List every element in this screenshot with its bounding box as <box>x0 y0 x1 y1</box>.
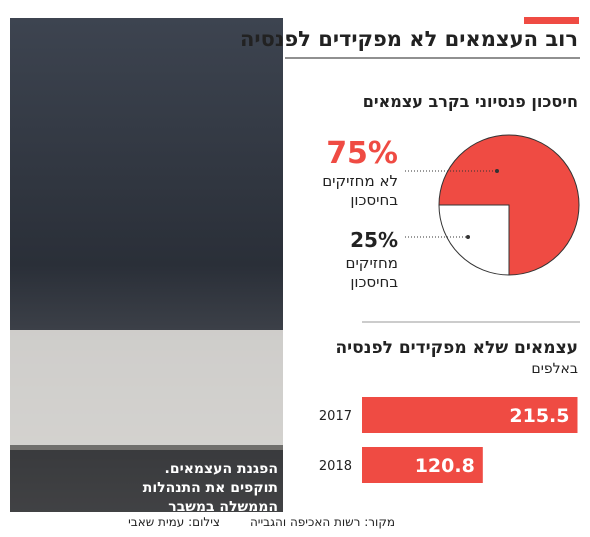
title: רוב העצמאים לא מפקידים לפנסיה <box>239 27 578 51</box>
value-label: 75% <box>326 136 398 171</box>
bar <box>362 397 578 433</box>
pie-title: חיסכון פנסיוני בקרב עצמאים <box>362 92 578 111</box>
pie-label: מחזיקים בחיסכון <box>345 254 399 291</box>
photo-shade <box>10 445 283 512</box>
leader-dot <box>495 169 499 173</box>
accent-bar <box>524 17 579 24</box>
photo-sign <box>10 330 283 450</box>
bar <box>362 447 483 483</box>
category-label: 2018 <box>319 459 352 474</box>
photo-caption: הפגנת העצמאים. תוקפים את התנהלות הממשלה … <box>142 461 278 534</box>
bar-subtitle: באלפים <box>531 361 578 377</box>
source: מקור: רשות האכיפה והגבייה <box>249 515 395 529</box>
bars: 215.5 2017 120.8 2018 <box>319 397 578 483</box>
pie-label: לא מחזיקים בחיסכון <box>322 172 398 209</box>
category-label: 2017 <box>319 409 352 424</box>
value-label: 120.8 <box>415 455 475 477</box>
photo-credit: צילום: עמית שאבי <box>128 515 220 529</box>
leader-dot <box>466 235 470 239</box>
value-label: 215.5 <box>509 405 569 427</box>
bar-title: עצמאים שלא מפקידים לפנסיה <box>335 338 579 358</box>
value-label: 25% <box>350 228 398 252</box>
pie-slice <box>438 204 510 276</box>
pie <box>405 134 580 276</box>
